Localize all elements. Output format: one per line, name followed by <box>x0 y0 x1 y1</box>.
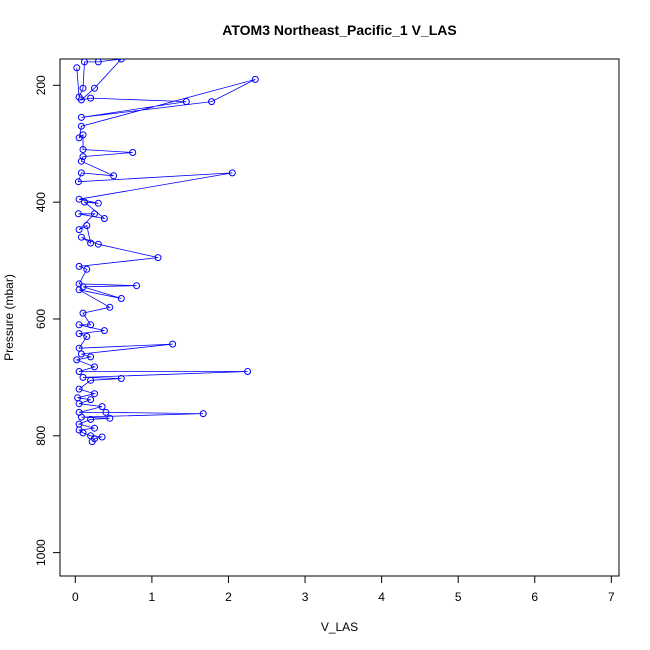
data-point <box>77 169 85 177</box>
data-point <box>81 198 88 206</box>
data-point <box>74 178 82 186</box>
plot-content <box>73 59 259 446</box>
data-point <box>83 265 91 273</box>
data-point <box>91 210 98 218</box>
data-point <box>228 169 236 177</box>
x-tick-label: 5 <box>455 590 462 604</box>
data-point <box>79 309 87 317</box>
data-point <box>77 157 85 165</box>
data-point <box>75 368 83 375</box>
data-point <box>154 254 162 262</box>
data-point <box>98 403 106 411</box>
data-point <box>199 410 207 418</box>
x-tick-label: 7 <box>608 590 615 604</box>
data-point <box>79 84 87 92</box>
data-point <box>244 368 252 375</box>
data-point <box>100 327 108 335</box>
data-point <box>100 215 108 222</box>
data-point <box>133 282 141 290</box>
data-point <box>77 233 85 241</box>
data-point <box>77 122 85 130</box>
data-point <box>87 415 95 423</box>
y-tick-label: 800 <box>34 425 48 445</box>
data-point <box>75 226 83 234</box>
data-point <box>91 424 98 432</box>
data-point <box>182 98 190 106</box>
data-point <box>75 330 83 338</box>
data-point <box>81 59 88 66</box>
y-tick-label: 200 <box>34 75 48 95</box>
data-point <box>94 240 102 248</box>
x-tick-label: 6 <box>531 590 538 604</box>
y-tick-label: 600 <box>34 309 48 329</box>
data-point <box>117 59 125 63</box>
data-point <box>87 239 95 247</box>
data-point <box>94 199 102 207</box>
x-tick-label: 2 <box>225 590 232 604</box>
data-point <box>110 172 118 180</box>
data-point <box>75 385 83 393</box>
data-point <box>75 286 83 294</box>
data-point <box>87 94 95 102</box>
chart-title: ATOM3 Northeast_Pacific_1 V_LAS <box>222 22 456 38</box>
data-point <box>79 429 87 437</box>
data-point <box>75 400 83 408</box>
data-point <box>91 84 98 92</box>
x-tick-label: 4 <box>378 590 385 604</box>
data-point <box>75 344 83 352</box>
data-point <box>94 59 102 66</box>
data-point <box>75 321 83 329</box>
data-point <box>77 413 85 421</box>
data-point <box>73 356 81 364</box>
data-point <box>87 396 95 404</box>
data-point <box>87 321 95 329</box>
data-point <box>79 131 87 139</box>
data-point <box>77 350 85 358</box>
data-point <box>251 75 259 83</box>
data-point <box>83 333 91 340</box>
data-point <box>77 96 85 104</box>
x-tick-label: 3 <box>302 590 309 604</box>
data-point <box>208 98 216 106</box>
data-point <box>91 363 98 371</box>
data-point <box>75 262 83 270</box>
data-point <box>73 64 81 72</box>
data-point <box>87 353 95 361</box>
data-point <box>91 390 98 398</box>
data-point <box>129 149 137 156</box>
data-point <box>98 433 106 441</box>
y-axis-label: Pressure (mbar) <box>2 274 16 361</box>
data-point <box>77 113 85 121</box>
data-point <box>106 414 114 422</box>
x-tick-label: 1 <box>149 590 156 604</box>
data-point <box>83 222 91 229</box>
data-point <box>87 376 95 384</box>
data-point <box>75 195 83 203</box>
y-tick-label: 400 <box>34 192 48 212</box>
plot-area <box>59 58 620 577</box>
data-point <box>79 146 87 153</box>
x-axis: 0 1 2 3 4 5 6 7 <box>72 575 615 604</box>
data-point <box>88 438 96 446</box>
data-point <box>106 303 114 311</box>
data-point <box>169 340 177 348</box>
x-axis-label: V_LAS <box>321 620 358 634</box>
data-point <box>79 153 87 161</box>
data-point <box>74 210 82 218</box>
data-point <box>117 375 125 382</box>
y-axis: 200 400 600 800 1000 <box>34 75 61 566</box>
series-line-0 <box>75 59 256 442</box>
data-point <box>117 295 125 302</box>
x-tick-label: 0 <box>72 590 79 604</box>
data-point <box>79 373 87 381</box>
data-point <box>102 408 110 416</box>
y-tick-label: 1000 <box>34 539 48 566</box>
